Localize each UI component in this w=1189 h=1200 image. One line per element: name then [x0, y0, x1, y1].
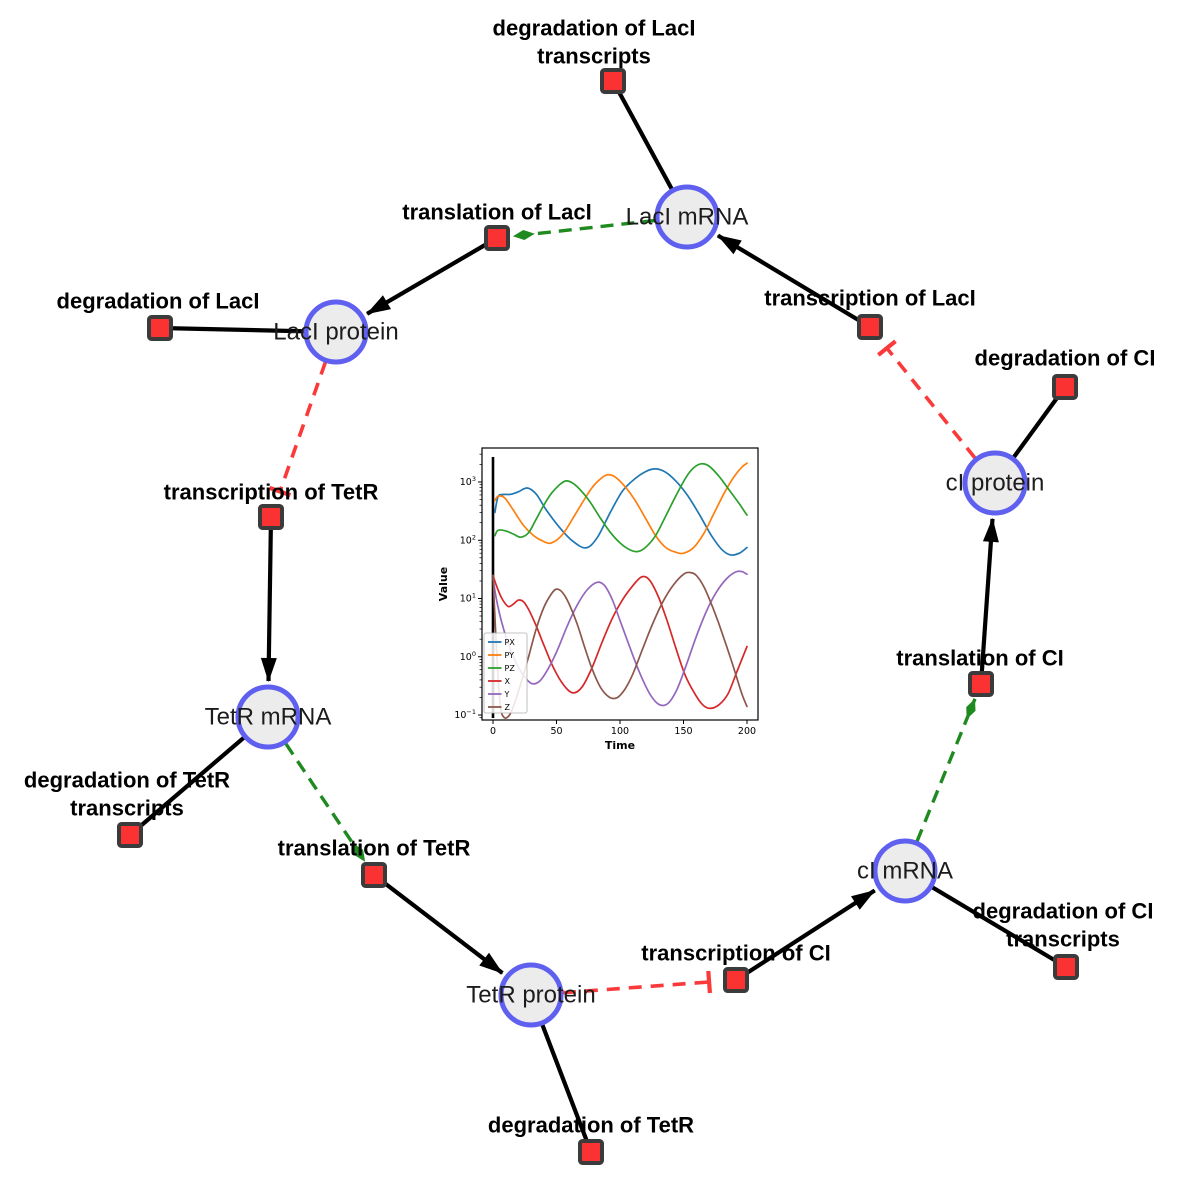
x-tick-label-100: 100	[611, 726, 629, 737]
label-reaction-deg_tetr_tx-line1: degradation of TetR	[24, 768, 230, 793]
reaction-node-deg_tetr_tx[interactable]	[117, 822, 143, 848]
reaction-node-deg_laci[interactable]	[147, 315, 173, 341]
label-species-ci_protein: cI protein	[946, 470, 1045, 497]
series-layer	[492, 462, 748, 719]
species-node-laci_protein[interactable]	[303, 299, 369, 365]
edge-arrow-transc_tetr-to-tetr_mrna	[260, 516, 277, 682]
series-curve-PY	[494, 462, 748, 555]
edge-arrow-transl_laci-to-laci_protein	[366, 236, 499, 316]
series-curve-PZ	[494, 462, 748, 553]
edge-modifier-ci_mrna-to-transl_ci	[915, 698, 977, 843]
label-reaction-deg_tetr-line1: degradation of TetR	[488, 1113, 694, 1138]
label-reaction-deg_laci_tx-line1: degradation of LacI	[493, 16, 696, 41]
legend-box	[483, 632, 528, 714]
legend-label-PZ: PZ	[505, 664, 516, 673]
edge-modifier-laci_mrna-to-transl_laci	[512, 218, 656, 240]
edge-inhibition-ci_protein-to-transc_laci	[877, 339, 977, 460]
reaction-node-deg_tetr[interactable]	[578, 1139, 604, 1165]
label-reaction-transl_tetr-line1: translation of TetR	[278, 836, 471, 861]
label-reaction-transl_laci-line1: translation of LacI	[402, 200, 591, 225]
label-reaction-transl_ci-line1: translation of CI	[896, 646, 1063, 671]
legend-label-X: X	[505, 677, 511, 686]
edge-arrow-transl_tetr-to-tetr_protein	[372, 873, 504, 975]
y-tick-label-10e2: 102	[460, 533, 476, 546]
reaction-node-transc_laci[interactable]	[857, 314, 883, 340]
reaction-node-transl_tetr[interactable]	[361, 862, 387, 888]
x-tick-label-150: 150	[674, 726, 692, 737]
label-species-ci_mrna: cI mRNA	[857, 858, 953, 885]
y-tick-label-10e3: 103	[460, 475, 476, 488]
label-reaction-transc_tetr-line1: transcription of TetR	[164, 480, 379, 505]
reaction-node-deg_laci_tx[interactable]	[600, 68, 626, 94]
x-tick-label-200: 200	[738, 726, 756, 737]
species-node-tetr_mrna[interactable]	[235, 684, 301, 750]
legend-label-PX: PX	[505, 638, 516, 647]
x-axis-label: Time	[605, 739, 635, 752]
label-reaction-deg_laci-line1: degradation of LacI	[57, 289, 260, 314]
y-tick-label-10e-1: 10−1	[454, 708, 476, 721]
label-layer: degradation of LacI transcripts translatio…	[24, 16, 1156, 1138]
x-tick-label-0: 0	[490, 726, 496, 737]
label-species-laci_protein: LacI protein	[273, 319, 398, 346]
edge-inhibition-laci_protein-to-transc_tetr	[268, 361, 328, 498]
label-reaction-deg_laci_tx-line2: transcripts	[537, 44, 651, 69]
reaction-node-deg_ci_tx[interactable]	[1053, 954, 1079, 980]
label-species-laci_mrna: LacI mRNA	[626, 204, 749, 231]
y-tick-label-10e1: 101	[460, 592, 476, 605]
edge-arrow-transc_laci-to-laci_mrna	[716, 233, 872, 329]
label-reaction-deg_ci_tx-line2: transcripts	[1006, 927, 1120, 952]
series-curve-X	[492, 574, 748, 710]
plot-legend: PX PY PZ XYZ	[483, 632, 528, 714]
species-node-ci_mrna[interactable]	[872, 838, 938, 904]
label-species-tetr_mrna: TetR mRNA	[205, 704, 332, 731]
label-reaction-transc_laci-line1: transcription of LacI	[764, 286, 975, 311]
reaction-node-transl_laci[interactable]	[484, 225, 510, 251]
x-tick-label-50: 50	[550, 726, 562, 737]
species-node-laci_mrna[interactable]	[654, 184, 720, 250]
y-axis-label: Value	[437, 567, 450, 601]
reaction-node-deg_ci[interactable]	[1052, 374, 1078, 400]
legend-label-Z: Z	[505, 703, 511, 712]
y-tick-label-10e0: 100	[460, 650, 476, 663]
legend-label-PY: PY	[505, 651, 515, 660]
edge-arrow-transc_ci-to-ci_mrna	[734, 888, 876, 982]
label-reaction-deg_ci-line1: degradation of CI	[975, 346, 1156, 371]
node-layer	[117, 68, 1079, 1165]
label-reaction-transc_ci-line1: transcription of CI	[641, 941, 830, 966]
label-reaction-deg_ci_tx-line1: degradation of CI	[973, 899, 1154, 924]
edge-modifier-tetr_mrna-to-transl_tetr	[284, 742, 367, 863]
edge-arrow-transl_ci-to-ci_protein	[978, 517, 999, 685]
series-curve-PX	[494, 468, 748, 556]
reaction-node-transc_ci[interactable]	[723, 967, 749, 993]
edge-inhibition-tetr_protein-to-transc_ci	[562, 970, 712, 995]
species-node-ci_protein[interactable]	[962, 450, 1028, 516]
species-node-tetr_protein[interactable]	[498, 962, 564, 1028]
reaction-node-transl_ci[interactable]	[968, 671, 994, 697]
plot-frame	[481, 447, 759, 721]
reaction-node-transc_tetr[interactable]	[258, 504, 284, 530]
label-reaction-deg_tetr_tx-line2: transcripts	[70, 796, 184, 821]
label-species-tetr_protein: TetR protein	[466, 982, 595, 1009]
legend-label-Y: Y	[504, 690, 510, 699]
